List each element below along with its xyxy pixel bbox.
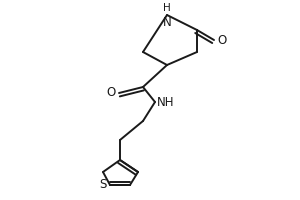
Text: S: S [100, 178, 107, 192]
Text: NH: NH [157, 96, 175, 108]
Text: H: H [163, 3, 171, 13]
Text: O: O [217, 33, 226, 46]
Text: N: N [163, 16, 171, 29]
Text: O: O [107, 86, 116, 99]
